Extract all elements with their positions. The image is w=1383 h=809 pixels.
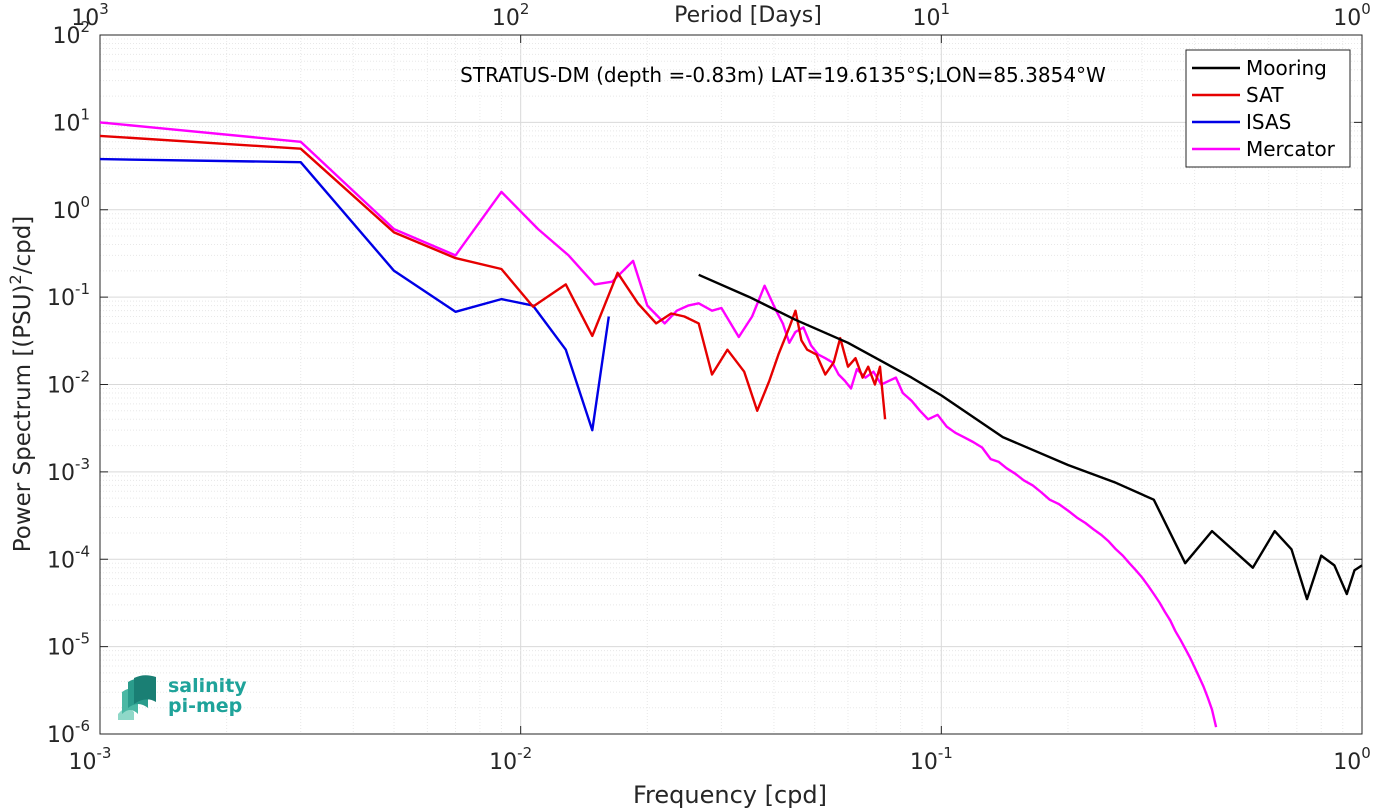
- salinity-pi-mep-logo: salinity pi-mep: [116, 672, 256, 724]
- y-axis-label: Power Spectrum [(PSU)2/cpd]: [6, 216, 36, 553]
- x-axis-label: Frequency [cpd]: [633, 781, 827, 809]
- top-axis-label: Period [Days]: [674, 3, 822, 28]
- logo-line-2: pi-mep: [168, 695, 243, 717]
- y-tick-label: 10-4: [47, 542, 90, 573]
- top-tick-label: 100: [1333, 0, 1371, 31]
- legend-label-isas: ISAS: [1246, 110, 1291, 134]
- top-tick-label: 102: [492, 0, 530, 31]
- y-tick-label: 100: [52, 193, 90, 224]
- y-tick-label: 10-2: [47, 368, 90, 399]
- series-line-sat: [99, 134, 887, 420]
- x-tick-label: 10-2: [489, 744, 532, 775]
- x-tick-label: 10-3: [69, 744, 112, 775]
- y-tick-label: 10-1: [47, 280, 90, 311]
- y-tick-label: 10-6: [47, 717, 90, 748]
- top-tick-label: 101: [913, 0, 951, 31]
- series-line-mercator: [99, 121, 1218, 728]
- legend-box: [1185, 49, 1351, 168]
- logo-line-1: salinity: [168, 675, 247, 697]
- legend-label-sat: SAT: [1246, 83, 1284, 107]
- legend-label-mooring: Mooring: [1246, 56, 1327, 80]
- y-tick-label: 10-5: [47, 630, 90, 661]
- x-tick-label: 10-1: [910, 744, 953, 775]
- legend: Mooring SAT ISAS Mercator: [1185, 49, 1351, 168]
- x-tick-label: 100: [1333, 744, 1371, 775]
- y-tick-label: 101: [52, 105, 90, 136]
- waves-icon: [118, 675, 156, 720]
- legend-label-mercator: Mercator: [1246, 137, 1336, 161]
- series-line-mooring: [698, 273, 1363, 601]
- data-series: [99, 121, 1363, 728]
- y-tick-label: 10-3: [47, 455, 90, 486]
- series-line-isas: [99, 157, 610, 432]
- chart-title: STRATUS-DM (depth =-0.83m) LAT=19.6135°S…: [460, 63, 1106, 87]
- y-tick-label: 102: [52, 18, 90, 49]
- top-tick-label: 103: [71, 0, 109, 31]
